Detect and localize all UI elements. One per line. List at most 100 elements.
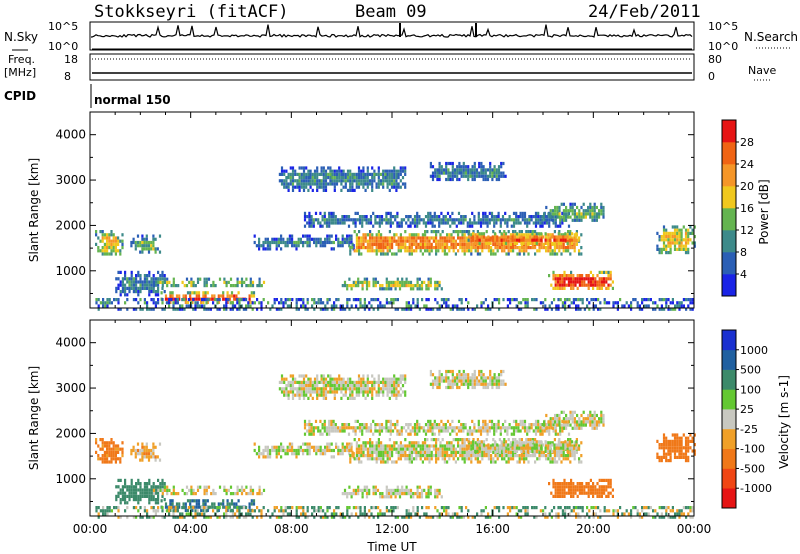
heatmap-cell [402, 426, 406, 430]
heatmap-cell [341, 215, 344, 219]
heatmap-cell [269, 244, 272, 248]
heatmap-cell [258, 445, 261, 449]
heatmap-cell [463, 233, 466, 237]
heatmap-cell [563, 488, 566, 492]
heatmap-cell [573, 410, 576, 414]
heatmap-cell [280, 169, 284, 173]
heatmap-cell [459, 450, 462, 454]
heatmap-cell [479, 454, 482, 458]
heatmap-cell [415, 242, 418, 246]
heatmap-cell [492, 230, 495, 234]
heatmap-cell [390, 185, 394, 189]
heatmap-cell [416, 423, 419, 427]
heatmap-cell [542, 443, 545, 447]
heatmap-cell [407, 432, 410, 436]
heatmap-cell [405, 304, 408, 308]
heatmap-cell [285, 185, 288, 189]
heatmap-cell [471, 307, 474, 311]
heatmap-cell [340, 172, 343, 176]
heatmap-cell [417, 242, 420, 246]
heatmap-cell [280, 172, 284, 176]
heatmap-cell [445, 177, 448, 182]
heatmap-cell [137, 270, 140, 274]
heatmap-cell [616, 304, 619, 308]
heatmap-cell [150, 283, 153, 287]
heatmap-cell [486, 423, 489, 427]
heatmap-cell [490, 426, 494, 430]
heatmap-cell [687, 228, 690, 232]
heatmap-cell [374, 423, 377, 427]
heatmap-cell [321, 448, 324, 453]
heatmap-cell [483, 450, 486, 454]
heatmap-cell [124, 301, 127, 305]
heatmap-cell [121, 246, 124, 250]
heatmap-cell [523, 236, 526, 240]
heatmap-cell [245, 298, 248, 302]
heatmap-cell [464, 215, 467, 219]
heatmap-cell [150, 498, 153, 502]
heatmap-cell [95, 438, 98, 442]
heatmap-cell [341, 221, 344, 225]
heatmap-cell [319, 224, 322, 228]
heatmap-cell [529, 443, 532, 447]
heatmap-cell [249, 485, 252, 489]
heatmap-cell [397, 176, 400, 180]
heatmap-cell [145, 247, 148, 251]
heatmap-cell [607, 283, 610, 287]
heatmap-cell [503, 438, 506, 442]
heatmap-cell [152, 492, 156, 496]
heatmap-cell [402, 450, 405, 454]
heatmap-cell [192, 280, 195, 284]
heatmap-cell [170, 298, 173, 302]
heatmap-cell [474, 246, 477, 250]
heatmap-cell [168, 280, 171, 284]
heatmap-cell [467, 168, 470, 172]
heatmap-cell [425, 287, 428, 291]
heatmap-cell [195, 291, 198, 295]
heatmap-cell [382, 447, 385, 451]
heatmap-cell [152, 290, 155, 294]
heatmap-cell [489, 449, 492, 453]
heatmap-cell [124, 290, 127, 294]
heatmap-cell [578, 280, 581, 284]
heatmap-cell [117, 307, 120, 311]
heatmap-cell [595, 426, 598, 430]
heatmap-cell [253, 240, 256, 245]
heatmap-cell [225, 284, 228, 288]
heatmap-cell [399, 457, 402, 461]
heatmap-cell [344, 176, 347, 180]
heatmap-cell [441, 249, 444, 253]
heatmap-cell [394, 426, 397, 430]
heatmap-cell [557, 304, 560, 308]
heatmap-cell [124, 498, 127, 502]
heatmap-cell [302, 240, 305, 245]
heatmap-cell [454, 460, 457, 464]
heatmap-cell [217, 508, 220, 512]
heatmap-cell [339, 244, 342, 248]
heatmap-cell [534, 423, 538, 427]
heatmap-cell [250, 294, 253, 298]
heatmap-cell [473, 165, 476, 169]
heatmap-cell [537, 429, 540, 433]
heatmap-cell [330, 429, 333, 433]
heatmap-cell [507, 252, 510, 256]
heatmap-cell [211, 294, 214, 298]
heatmap-cell [431, 218, 434, 222]
heatmap-cell [382, 236, 385, 240]
heatmap-cell [243, 280, 246, 284]
heatmap-cell [372, 419, 375, 423]
heatmap-cell [303, 423, 307, 427]
heatmap-cell [119, 460, 122, 464]
heatmap-cell [390, 298, 393, 302]
heatmap-cell [317, 240, 320, 245]
heatmap-cell [186, 508, 190, 512]
heatmap-cell [563, 277, 566, 281]
heatmap-cell [291, 182, 295, 186]
heatmap-cell [385, 419, 388, 423]
heatmap-cell [591, 209, 594, 213]
heatmap-cell [297, 298, 300, 302]
heatmap-cell [501, 246, 504, 250]
heatmap-cell [448, 233, 451, 237]
heatmap-cell [364, 179, 367, 183]
heatmap-cell [195, 294, 198, 298]
